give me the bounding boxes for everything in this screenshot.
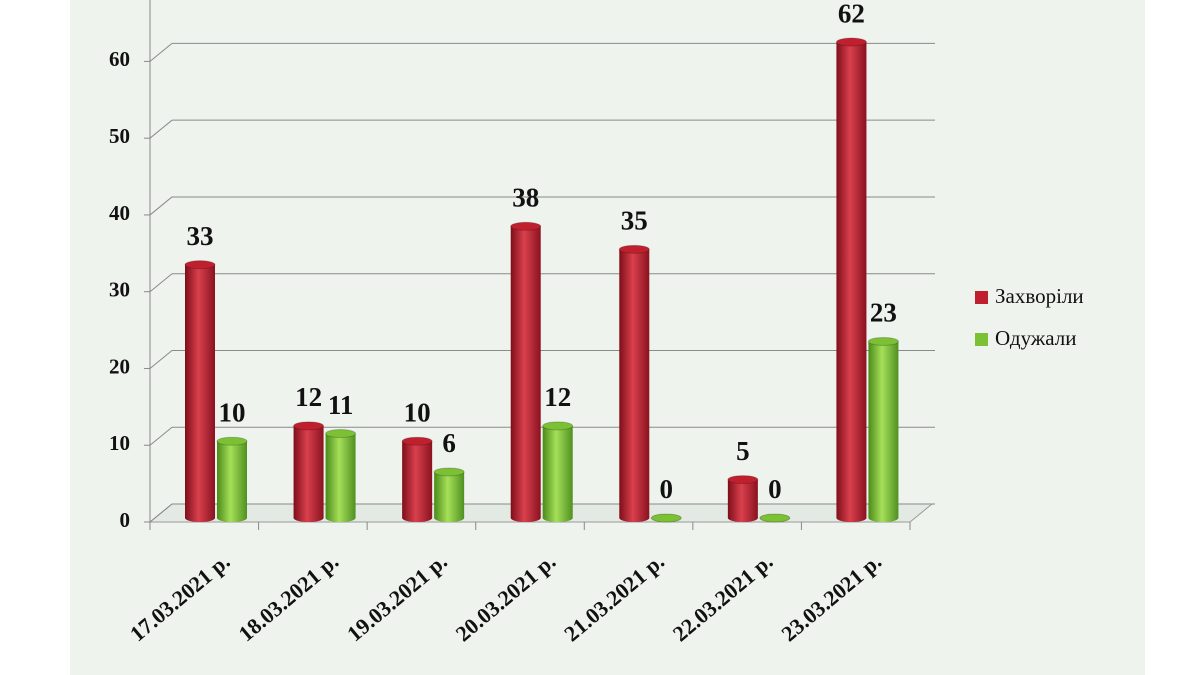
y-tick-label: 20 (109, 354, 130, 378)
legend-swatch (975, 291, 988, 304)
floor (148, 503, 934, 523)
value-label: 35 (621, 206, 648, 236)
value-label: 0 (660, 474, 674, 504)
grid-line (149, 426, 173, 446)
value-label: 62 (838, 0, 865, 28)
bar-base (836, 514, 867, 522)
value-label: 5 (736, 436, 750, 466)
bar-base (185, 514, 215, 522)
bar-top (835, 37, 867, 47)
bar-base (542, 514, 573, 522)
y-tick-label: 30 (109, 278, 130, 302)
bar-top (542, 421, 574, 431)
y-tick-label: 10 (109, 431, 130, 455)
bar-base (868, 514, 899, 522)
bar-top (650, 513, 682, 523)
bar (217, 441, 247, 518)
bar (402, 441, 433, 518)
grid-line (149, 273, 173, 293)
bar-base (727, 514, 758, 522)
value-label: 10 (219, 397, 246, 427)
bar (510, 226, 541, 518)
legend-swatch (975, 333, 988, 346)
bar-base (325, 514, 356, 522)
bar-top (727, 475, 759, 485)
grid-line (149, 503, 173, 523)
legend-label: Одужали (995, 326, 1077, 350)
bar (293, 425, 324, 518)
bar-top (325, 429, 357, 439)
bar-base (510, 514, 541, 522)
bar-base (619, 514, 650, 522)
bar (185, 264, 215, 518)
bar (836, 42, 867, 518)
value-label: 6 (442, 428, 456, 458)
y-tick-label: 40 (109, 201, 130, 225)
value-label: 0 (768, 474, 782, 504)
bar-base (434, 514, 465, 522)
y-tick-label: 0 (120, 508, 131, 532)
value-label: 23 (870, 298, 897, 328)
y-tick-label: 60 (109, 47, 130, 71)
bar-top (184, 260, 216, 270)
value-label: 11 (328, 390, 354, 420)
bar-top (401, 436, 433, 446)
grid-line (149, 119, 173, 139)
bar-base (217, 514, 247, 522)
value-label: 12 (295, 382, 322, 412)
grid-line (149, 43, 173, 62)
bar (727, 479, 758, 518)
bar (542, 425, 573, 518)
value-label: 33 (187, 221, 214, 251)
bar-top (759, 513, 791, 523)
bar (434, 471, 465, 518)
grid-line (149, 196, 173, 216)
legend-label: Захворіли (995, 284, 1084, 308)
y-tick-label: 50 (109, 124, 130, 148)
bar-top (510, 221, 542, 231)
bar (325, 433, 356, 518)
bar-base (402, 514, 433, 522)
bar-top (867, 336, 899, 346)
bar (619, 249, 650, 518)
bar (868, 341, 899, 518)
bar-top (293, 421, 325, 431)
value-label: 12 (544, 382, 571, 412)
bar-base (293, 514, 324, 522)
chart-area (70, 0, 1145, 675)
value-label: 38 (512, 182, 539, 212)
grid-line (149, 350, 173, 369)
bar-top (433, 467, 465, 477)
bar-top (216, 436, 248, 446)
value-label: 10 (404, 397, 431, 427)
bar-top (618, 244, 650, 254)
